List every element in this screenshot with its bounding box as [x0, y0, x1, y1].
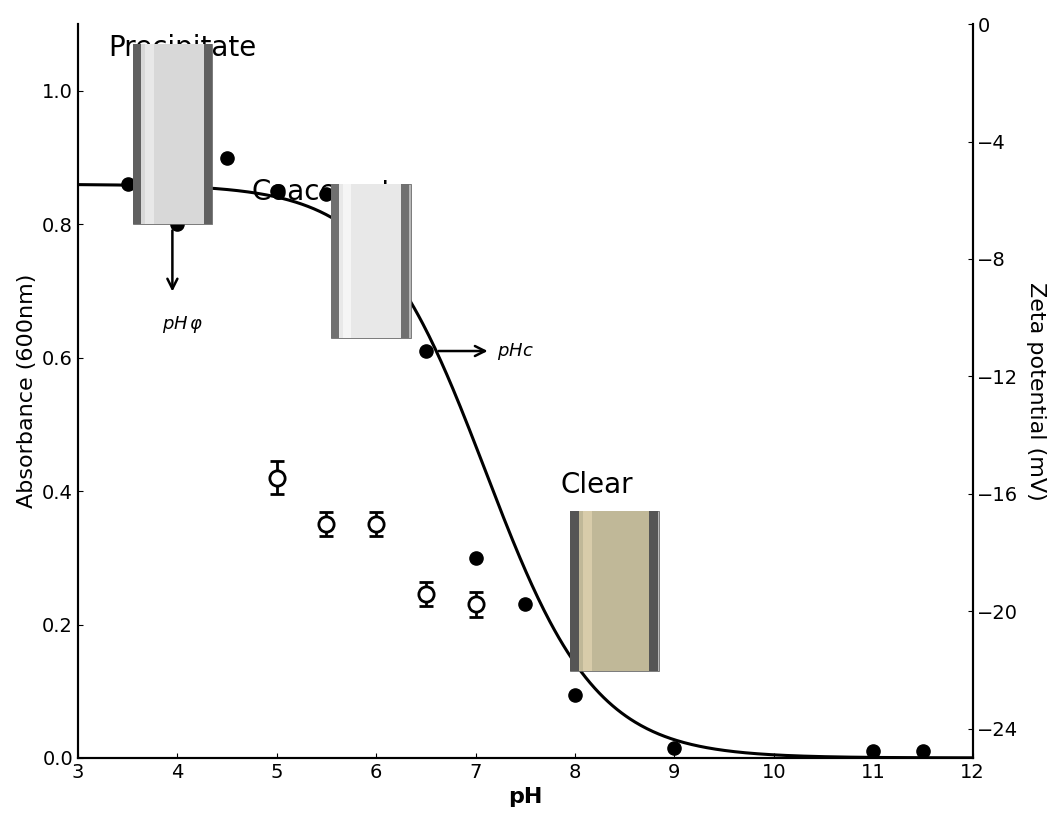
Point: [517, 598, 534, 611]
Bar: [139, 44, 206, 224]
Point: [864, 745, 881, 758]
Bar: [648, 511, 658, 672]
Point: [914, 745, 931, 758]
Point: [418, 344, 435, 358]
Bar: [133, 44, 140, 224]
Bar: [338, 185, 405, 338]
Y-axis label: Absorbance (600nm): Absorbance (600nm): [17, 274, 36, 508]
Bar: [332, 185, 411, 338]
Bar: [570, 511, 579, 672]
Point: [567, 688, 584, 701]
Point: [268, 185, 285, 198]
Text: Coacervate: Coacervate: [252, 178, 410, 205]
Y-axis label: Zeta potential (mV): Zeta potential (mV): [1027, 282, 1046, 500]
Bar: [343, 185, 351, 338]
Bar: [577, 511, 653, 672]
Text: $pH\,\varphi$: $pH\,\varphi$: [163, 314, 204, 335]
Bar: [133, 44, 213, 224]
Point: [467, 551, 484, 564]
X-axis label: pH: pH: [508, 788, 542, 808]
Point: [219, 151, 236, 164]
Text: Precipitate: Precipitate: [107, 34, 256, 62]
Text: Clear: Clear: [560, 471, 632, 499]
Bar: [204, 44, 213, 224]
Text: $pHc$: $pHc$: [497, 340, 534, 362]
Bar: [332, 185, 339, 338]
Bar: [570, 511, 659, 672]
Point: [318, 188, 335, 201]
Point: [169, 218, 186, 231]
Bar: [584, 511, 592, 672]
Point: [119, 178, 136, 191]
Point: [665, 742, 682, 755]
Point: [368, 251, 385, 265]
Bar: [402, 185, 409, 338]
Bar: [145, 44, 154, 224]
